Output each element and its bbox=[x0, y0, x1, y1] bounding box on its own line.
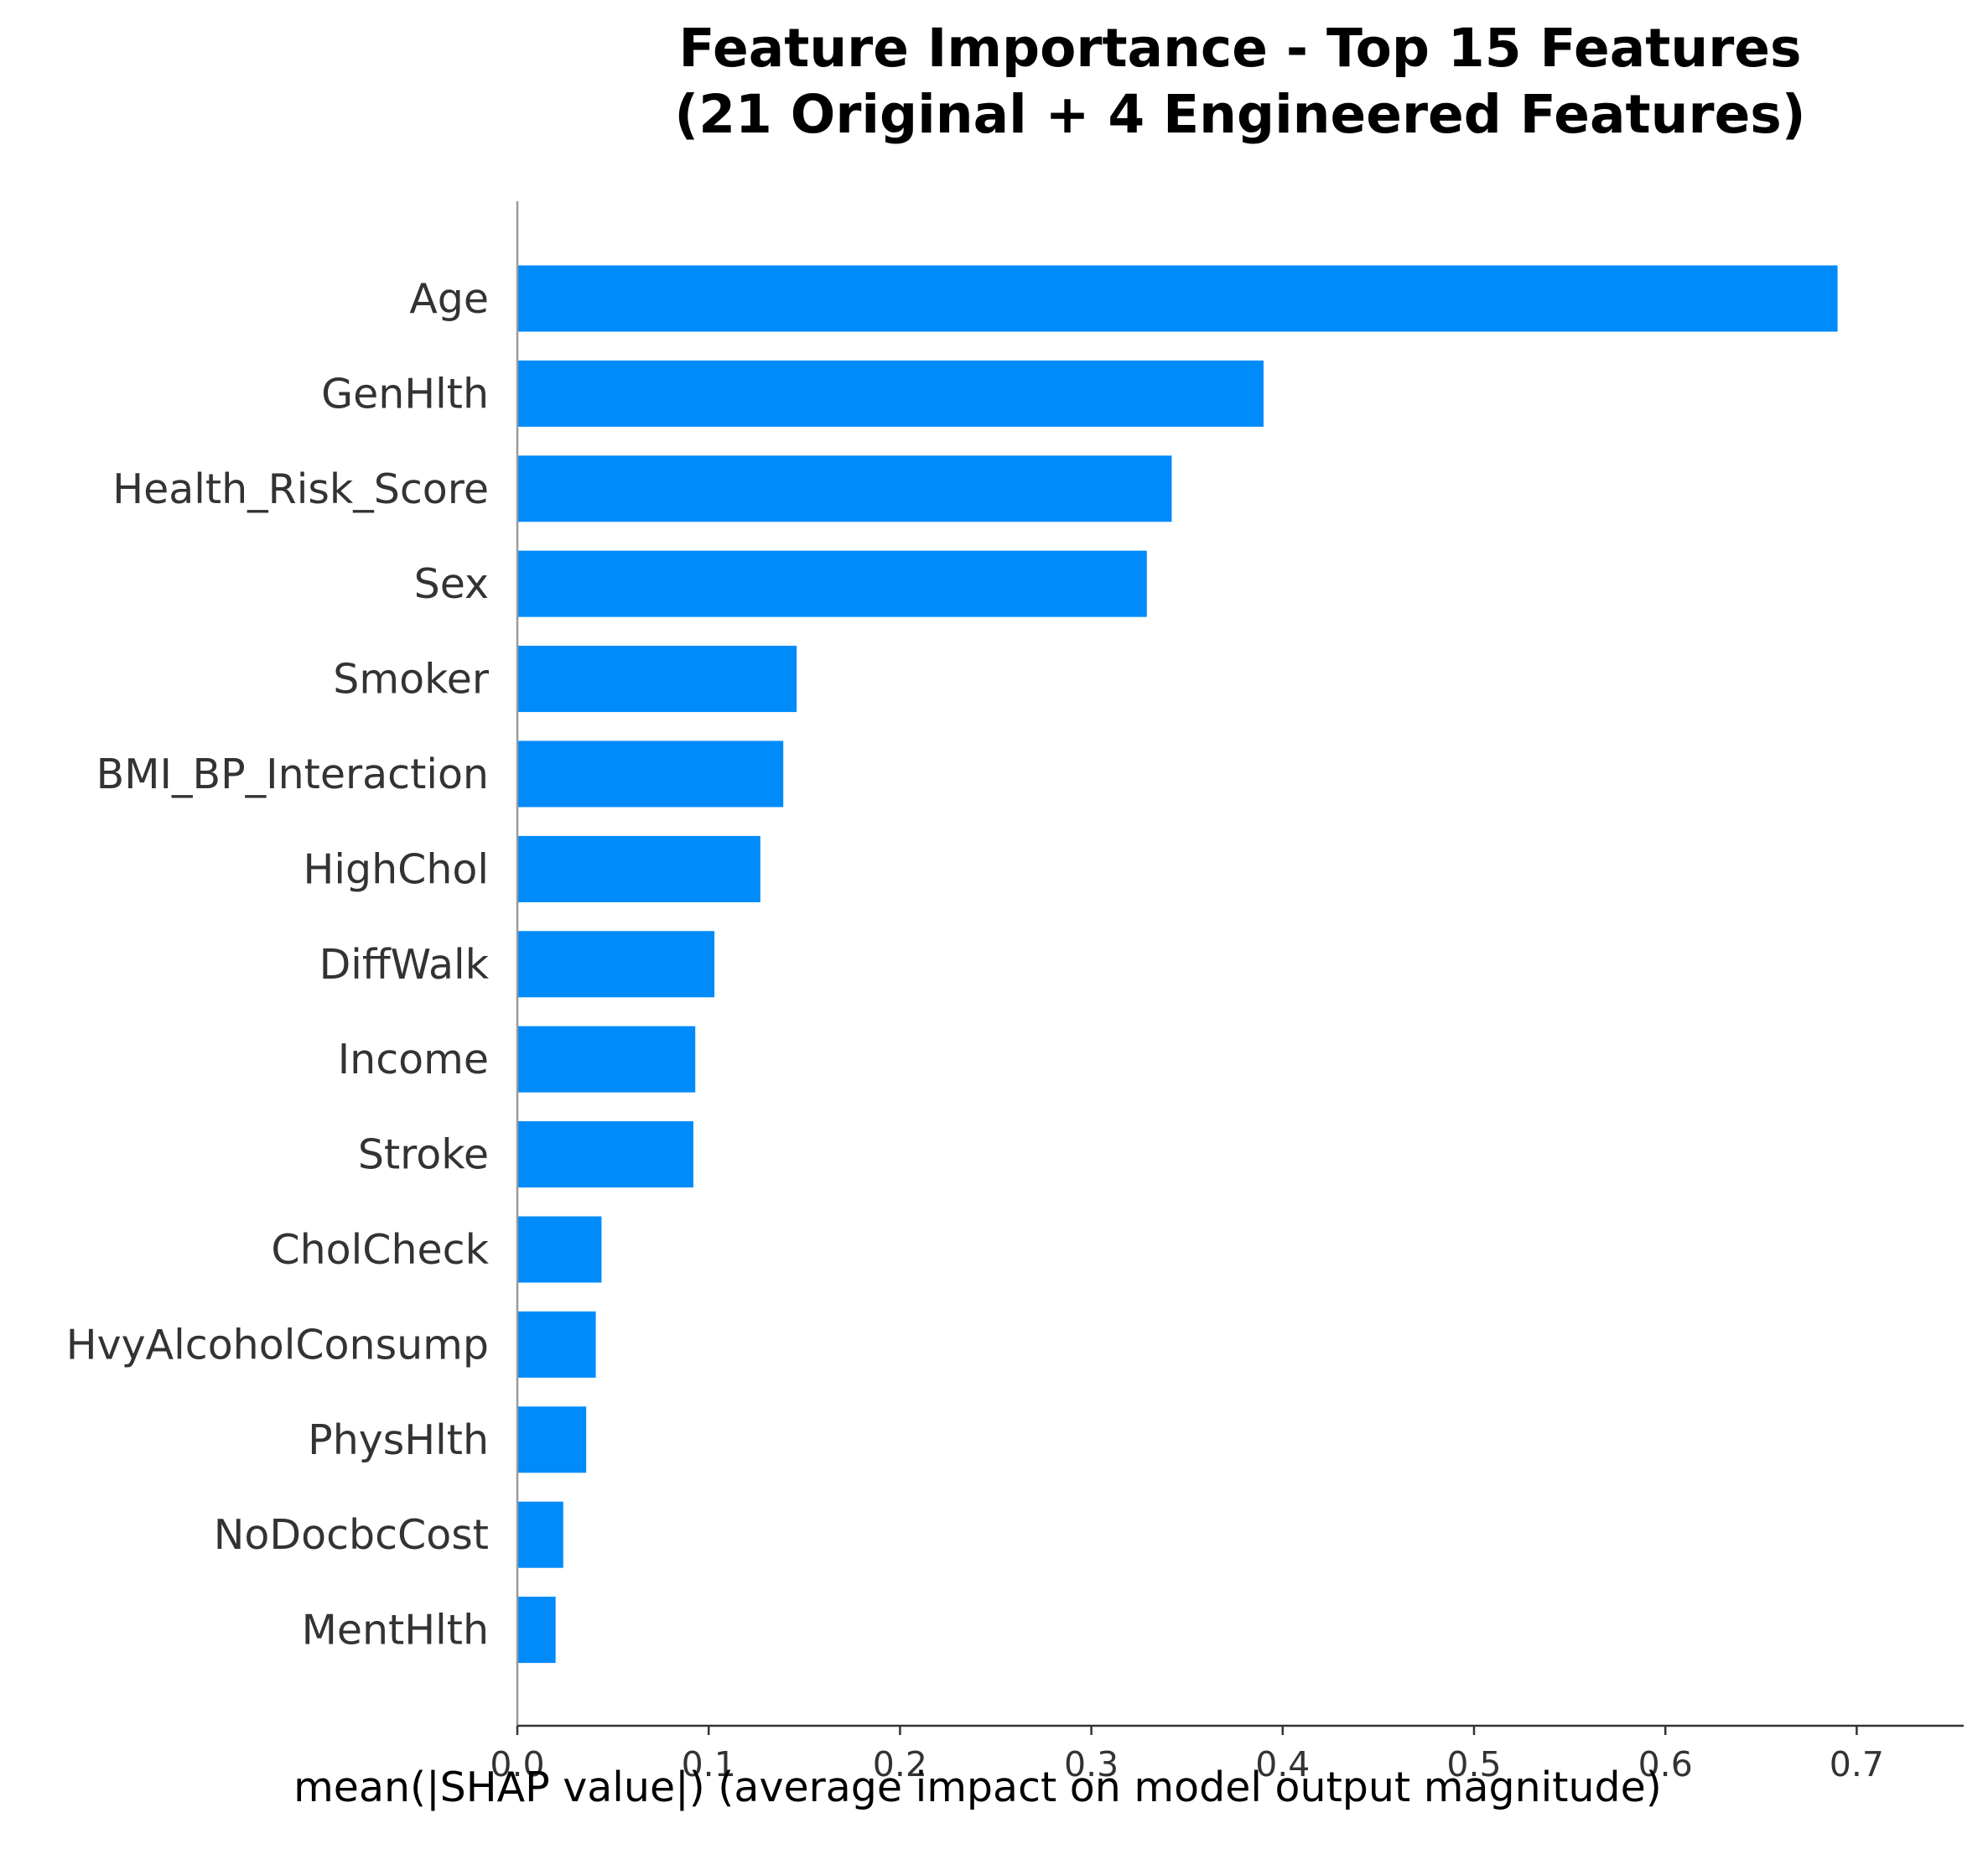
bar-physhlth bbox=[517, 1406, 587, 1473]
x-axis-label: mean(|SHAP value|) (average impact on mo… bbox=[293, 1764, 1662, 1811]
category-label-cholcheck: CholCheck bbox=[271, 1226, 489, 1274]
category-label-stroke: Stroke bbox=[358, 1131, 489, 1179]
bar-stroke bbox=[517, 1121, 693, 1188]
bar-cholcheck bbox=[517, 1216, 602, 1283]
chart-title-line-1: Feature Importance - Top 15 Features bbox=[678, 18, 1801, 79]
category-label-genhlth: GenHlth bbox=[321, 370, 489, 418]
category-label-age: Age bbox=[409, 275, 489, 323]
x-tick-label: 0.1 bbox=[682, 1744, 736, 1784]
category-label-menthlth: MentHlth bbox=[302, 1607, 489, 1654]
bar-highchol bbox=[517, 835, 760, 902]
category-label-health-risk-score: Health_Risk_Score bbox=[112, 465, 489, 513]
bar-income bbox=[517, 1026, 696, 1093]
bar-bmi-bp-interaction bbox=[517, 740, 784, 808]
bar-diffwalk bbox=[517, 931, 715, 998]
category-label-nodocbccost: NoDocbcCost bbox=[214, 1511, 489, 1559]
category-label-income: Income bbox=[338, 1036, 489, 1083]
x-tick-label: 0.5 bbox=[1446, 1744, 1501, 1784]
x-tick-label: 0.3 bbox=[1064, 1744, 1119, 1784]
bar-menthlth bbox=[517, 1597, 556, 1664]
category-label-hvyalcoholconsump: HvyAlcoholConsump bbox=[66, 1321, 489, 1369]
bars-group bbox=[517, 265, 1838, 1664]
bar-genhlth bbox=[517, 360, 1264, 427]
x-tick-label: 0.6 bbox=[1638, 1744, 1693, 1784]
bar-sex bbox=[517, 550, 1147, 617]
bar-health-risk-score bbox=[517, 455, 1172, 522]
category-label-diffwalk: DiffWalk bbox=[319, 941, 490, 989]
x-tick-label: 0.0 bbox=[490, 1744, 544, 1784]
category-label-bmi-bp-interaction: BMI_BP_Interaction bbox=[96, 751, 489, 798]
x-tick-label: 0.2 bbox=[873, 1744, 927, 1784]
category-label-smoker: Smoker bbox=[333, 656, 490, 704]
bar-smoker bbox=[517, 646, 797, 713]
category-labels-group: Age GenHlth Health_Risk_Score Sex Smoker BMI_… bbox=[66, 275, 490, 1654]
bar-hvyalcoholconsump bbox=[517, 1311, 596, 1378]
x-tick-label: 0.7 bbox=[1830, 1744, 1884, 1784]
bar-nodocbccost bbox=[517, 1501, 563, 1568]
category-label-highchol: HighChol bbox=[304, 845, 489, 893]
category-label-physhlth: PhysHlth bbox=[308, 1416, 489, 1464]
category-label-sex: Sex bbox=[414, 560, 489, 608]
x-axis-ticks-group: 0.0 0.1 0.2 0.3 0.4 0.5 0.6 0.7 bbox=[490, 1726, 1884, 1784]
x-tick-label: 0.4 bbox=[1255, 1744, 1310, 1784]
bar-age bbox=[517, 265, 1838, 332]
chart-title-line-2: (21 Original + 4 Engineered Features) bbox=[674, 84, 1805, 145]
